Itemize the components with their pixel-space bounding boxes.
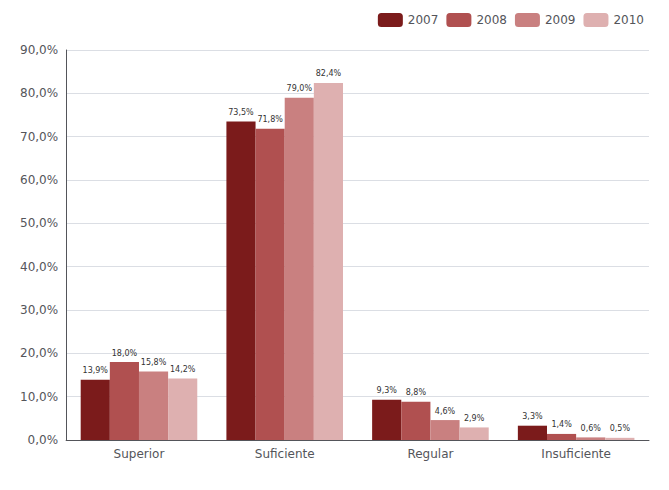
svg-text:Suficiente: Suficiente [255,447,315,461]
svg-text:2010: 2010 [613,13,644,27]
svg-text:2009: 2009 [545,13,576,27]
svg-text:80,0%: 80,0% [20,86,58,100]
svg-text:Superior: Superior [114,447,165,461]
svg-text:2007: 2007 [408,13,439,27]
svg-text:0,0%: 0,0% [28,433,59,447]
svg-text:30,0%: 30,0% [20,303,58,317]
svg-text:73,5%: 73,5% [228,108,254,117]
svg-text:71,8%: 71,8% [257,115,283,124]
svg-text:2008: 2008 [476,13,507,27]
svg-text:8,8%: 8,8% [406,388,427,397]
svg-text:15,8%: 15,8% [141,358,167,367]
svg-text:0,6%: 0,6% [581,424,602,433]
svg-text:70,0%: 70,0% [20,130,58,144]
svg-text:50,0%: 50,0% [20,216,58,230]
svg-text:9,3%: 9,3% [377,386,398,395]
svg-text:14,2%: 14,2% [170,365,196,374]
svg-text:18,0%: 18,0% [112,349,138,358]
svg-text:13,9%: 13,9% [83,366,109,375]
svg-text:0,5%: 0,5% [610,424,631,433]
svg-text:79,0%: 79,0% [287,84,313,93]
svg-text:1,4%: 1,4% [551,420,572,429]
svg-text:82,4%: 82,4% [316,69,342,78]
svg-text:10,0%: 10,0% [20,390,58,404]
svg-text:Insuficiente: Insuficiente [541,447,611,461]
svg-text:Regular: Regular [407,447,453,461]
svg-text:90,0%: 90,0% [20,43,58,57]
svg-text:4,6%: 4,6% [435,407,456,416]
svg-text:2,9%: 2,9% [464,414,485,423]
svg-text:60,0%: 60,0% [20,173,58,187]
svg-text:20,0%: 20,0% [20,346,58,360]
svg-text:40,0%: 40,0% [20,260,58,274]
svg-text:3,3%: 3,3% [522,412,543,421]
